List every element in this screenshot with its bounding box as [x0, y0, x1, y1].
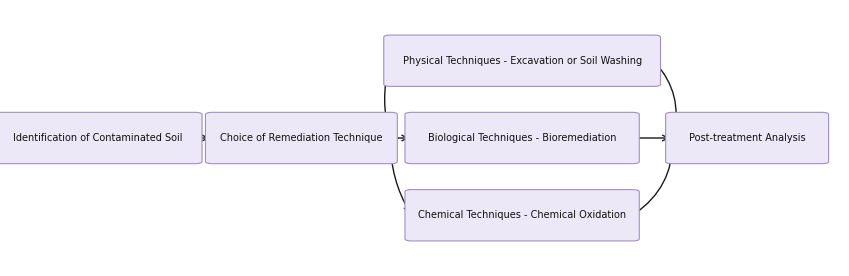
FancyBboxPatch shape — [0, 112, 202, 164]
Text: Chemical Techniques - Chemical Oxidation: Chemical Techniques - Chemical Oxidation — [418, 210, 627, 220]
Text: Identification of Contaminated Soil: Identification of Contaminated Soil — [13, 133, 183, 143]
Text: Physical Techniques - Excavation or Soil Washing: Physical Techniques - Excavation or Soil… — [402, 56, 642, 66]
FancyBboxPatch shape — [405, 112, 639, 164]
Text: Post-treatment Analysis: Post-treatment Analysis — [689, 133, 806, 143]
FancyBboxPatch shape — [666, 112, 829, 164]
FancyBboxPatch shape — [405, 190, 639, 241]
FancyBboxPatch shape — [205, 112, 397, 164]
FancyBboxPatch shape — [384, 35, 661, 86]
Text: Choice of Remediation Technique: Choice of Remediation Technique — [220, 133, 383, 143]
Text: Biological Techniques - Bioremediation: Biological Techniques - Bioremediation — [428, 133, 616, 143]
